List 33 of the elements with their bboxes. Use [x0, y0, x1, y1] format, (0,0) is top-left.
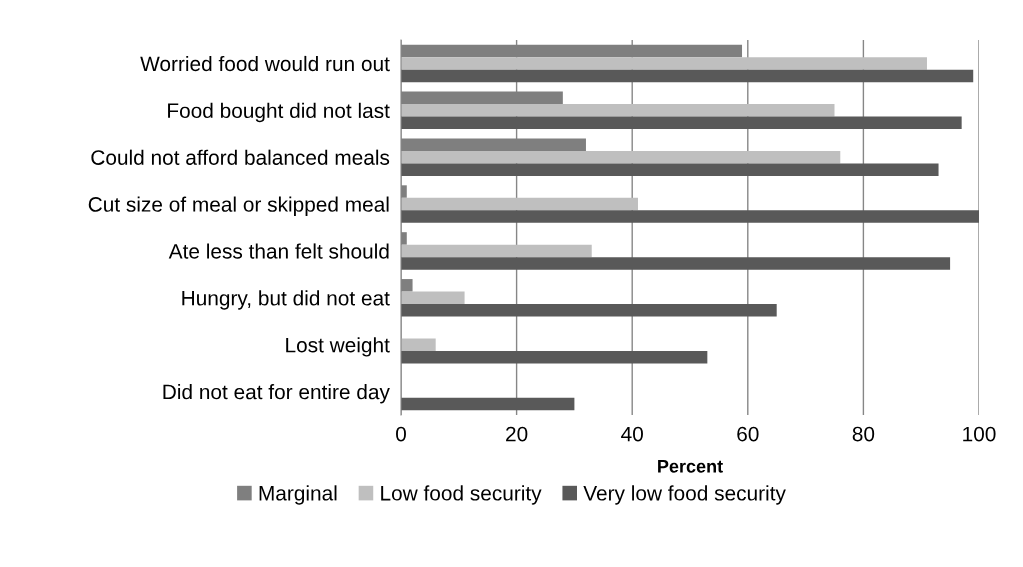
bar — [401, 338, 436, 351]
y-tick-label: Ate less than felt should — [168, 243, 389, 259]
bar — [401, 57, 927, 70]
y-tick-label: Cut size of meal or skipped meal — [88, 196, 389, 216]
y-tick-label: Could not afford balanced meals — [91, 149, 390, 165]
bar — [401, 150, 841, 164]
x-tick-label: 20 — [506, 426, 528, 442]
x-tick-label: 0 — [396, 426, 406, 442]
bar — [401, 257, 951, 270]
bar — [401, 291, 465, 305]
legend-label: Very low food security — [583, 485, 786, 505]
y-tick-label: Food bought did not last — [168, 102, 390, 123]
y-tick-label: Did not eat for entire day — [163, 384, 390, 404]
x-tick-label: 100 — [963, 426, 996, 442]
bar — [401, 116, 962, 130]
bar — [401, 397, 575, 411]
bar — [401, 69, 974, 83]
legend-label: Low food security — [381, 485, 542, 505]
bar — [401, 350, 708, 364]
y-tick-label: Lost weight — [286, 337, 390, 357]
legend-label: Marginal — [259, 485, 337, 505]
bar — [401, 197, 638, 211]
x-tick-label: 80 — [852, 426, 875, 442]
bar — [401, 304, 777, 317]
x-axis-title: Percent — [658, 460, 723, 473]
y-tick-label: Hungry, but did not eat — [182, 290, 390, 310]
x-tick-label: 60 — [737, 426, 759, 442]
x-tick-label: 40 — [621, 426, 643, 442]
bar — [401, 163, 939, 176]
bar — [401, 104, 835, 117]
y-tick-label: Worried food would run out — [140, 55, 390, 72]
bar — [401, 244, 592, 258]
bar — [401, 210, 979, 223]
